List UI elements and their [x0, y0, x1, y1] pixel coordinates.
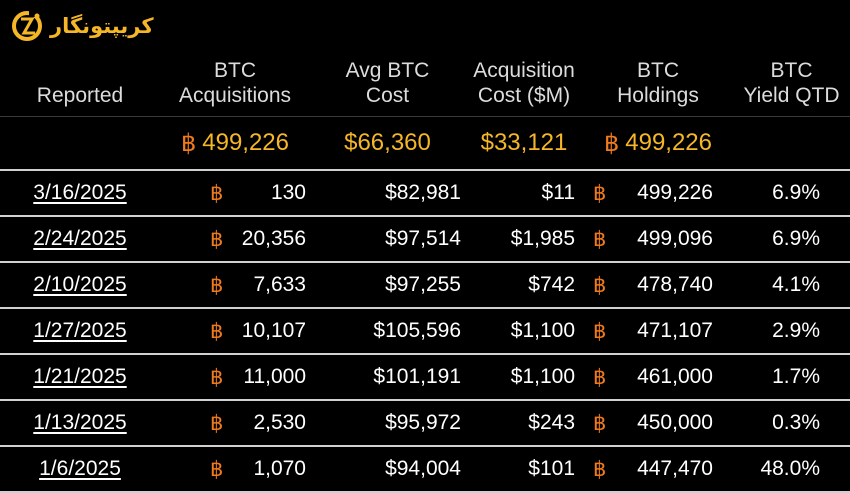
table-row: 3/16/2025 ฿ 130 $82,981 $11 ฿ 499,226 6.9% — [0, 170, 850, 217]
bitcoin-icon: ฿ — [180, 129, 197, 157]
header-reported: Reported — [0, 36, 160, 117]
row-holdings: ฿ 471,107 — [583, 308, 733, 355]
row-acq-cost: $11 — [465, 170, 583, 217]
bitcoin-icon: ฿ — [603, 129, 620, 157]
table-row: 2/24/2025 ฿ 20,356 $97,514 $1,985 ฿ 499,096 6.9… — [0, 216, 850, 263]
row-reported-date-link[interactable]: 2/10/2025 — [0, 262, 160, 309]
bitcoin-icon: ฿ — [210, 365, 224, 389]
row-acq-cost: $243 — [465, 400, 583, 447]
row-holdings: ฿ 461,000 — [583, 354, 733, 401]
row-acq-cost: $1,100 — [465, 308, 583, 355]
row-acq-cost: $1,985 — [465, 216, 583, 263]
bitcoin-icon: ฿ — [593, 227, 607, 251]
totals-label — [0, 116, 160, 171]
row-yield-qtd: 0.3% — [733, 400, 850, 447]
bitcoin-icon: ฿ — [210, 411, 224, 435]
totals-row: ฿ 499,226 $66,360 $33,121 ฿ 499,226 — [0, 116, 850, 171]
row-reported-date-link[interactable]: 3/16/2025 — [0, 170, 160, 217]
row-reported-date-link[interactable]: 1/6/2025 — [0, 446, 160, 493]
total-holdings: ฿ 499,226 — [583, 116, 733, 171]
row-yield-qtd: 4.1% — [733, 262, 850, 309]
row-holdings: ฿ 447,470 — [583, 446, 733, 493]
bitcoin-icon: ฿ — [593, 365, 607, 389]
row-avg-cost: $95,972 — [310, 400, 465, 447]
row-holdings: ฿ 499,226 — [583, 170, 733, 217]
bitcoin-icon: ฿ — [593, 457, 607, 481]
row-reported-date-link[interactable]: 1/27/2025 — [0, 308, 160, 355]
total-avg-cost: $66,360 — [310, 116, 465, 171]
table-row: 2/10/2025 ฿ 7,633 $97,255 $742 ฿ 478,740 4.1% — [0, 262, 850, 309]
header-avg-btc-cost: Avg BTC Cost — [310, 36, 465, 117]
table-row: 1/13/2025 ฿ 2,530 $95,972 $243 ฿ 450,000 0.3% — [0, 400, 850, 447]
total-acquisitions: ฿ 499,226 — [160, 116, 310, 171]
table-row: 1/21/2025 ฿ 11,000 $101,191 $1,100 ฿ 461,000 1.… — [0, 354, 850, 401]
row-avg-cost: $101,191 — [310, 354, 465, 401]
row-acquisitions: ฿ 7,633 — [160, 262, 310, 309]
total-acq-cost: $33,121 — [465, 116, 583, 171]
row-acquisitions: ฿ 11,000 — [160, 354, 310, 401]
row-acq-cost: $101 — [465, 446, 583, 493]
table-row: 1/6/2025 ฿ 1,070 $94,004 $101 ฿ 447,470 48.0% — [0, 446, 850, 493]
row-acquisitions: ฿ 2,530 — [160, 400, 310, 447]
row-holdings: ฿ 499,096 — [583, 216, 733, 263]
header-btc-holdings: BTC Holdings — [583, 36, 733, 117]
bitcoin-icon: ฿ — [593, 411, 607, 435]
header-btc-acquisitions: BTC Acquisitions — [160, 36, 310, 117]
total-yield — [733, 116, 850, 171]
bitcoin-icon: ฿ — [593, 319, 607, 343]
row-acq-cost: $1,100 — [465, 354, 583, 401]
row-acquisitions: ฿ 130 — [160, 170, 310, 217]
row-holdings: ฿ 450,000 — [583, 400, 733, 447]
bitcoin-icon: ฿ — [210, 319, 224, 343]
row-acq-cost: $742 — [465, 262, 583, 309]
row-holdings: ฿ 478,740 — [583, 262, 733, 309]
brand-logo-text: کریپتونگار — [50, 14, 154, 38]
bitcoin-icon: ฿ — [210, 457, 224, 481]
row-avg-cost: $97,514 — [310, 216, 465, 263]
row-reported-date-link[interactable]: 1/13/2025 — [0, 400, 160, 447]
row-yield-qtd: 48.0% — [733, 446, 850, 493]
btc-acquisitions-table: Reported BTC Acquisitions Avg BTC Cost Acq… — [0, 36, 850, 493]
row-yield-qtd: 1.7% — [733, 354, 850, 401]
row-acquisitions: ฿ 1,070 — [160, 446, 310, 493]
row-reported-date-link[interactable]: 1/21/2025 — [0, 354, 160, 401]
row-avg-cost: $82,981 — [310, 170, 465, 217]
row-acquisitions: ฿ 10,107 — [160, 308, 310, 355]
bitcoin-icon: ฿ — [210, 273, 224, 297]
row-avg-cost: $97,255 — [310, 262, 465, 309]
row-yield-qtd: 6.9% — [733, 216, 850, 263]
row-yield-qtd: 2.9% — [733, 308, 850, 355]
bitcoin-icon: ฿ — [210, 181, 224, 205]
table-header-row: Reported BTC Acquisitions Avg BTC Cost Acq… — [0, 36, 850, 117]
bitcoin-icon: ฿ — [593, 181, 607, 205]
row-reported-date-link[interactable]: 2/24/2025 — [0, 216, 160, 263]
table-row: 1/27/2025 ฿ 10,107 $105,596 $1,100 ฿ 471,107 2.… — [0, 308, 850, 355]
header-acquisition-cost: Acquisition Cost ($M) — [465, 36, 583, 117]
row-avg-cost: $94,004 — [310, 446, 465, 493]
header-btc-yield-qtd: BTC Yield QTD — [733, 36, 850, 117]
bitcoin-icon: ฿ — [210, 227, 224, 251]
row-acquisitions: ฿ 20,356 — [160, 216, 310, 263]
bitcoin-icon: ฿ — [593, 273, 607, 297]
row-avg-cost: $105,596 — [310, 308, 465, 355]
row-yield-qtd: 6.9% — [733, 170, 850, 217]
